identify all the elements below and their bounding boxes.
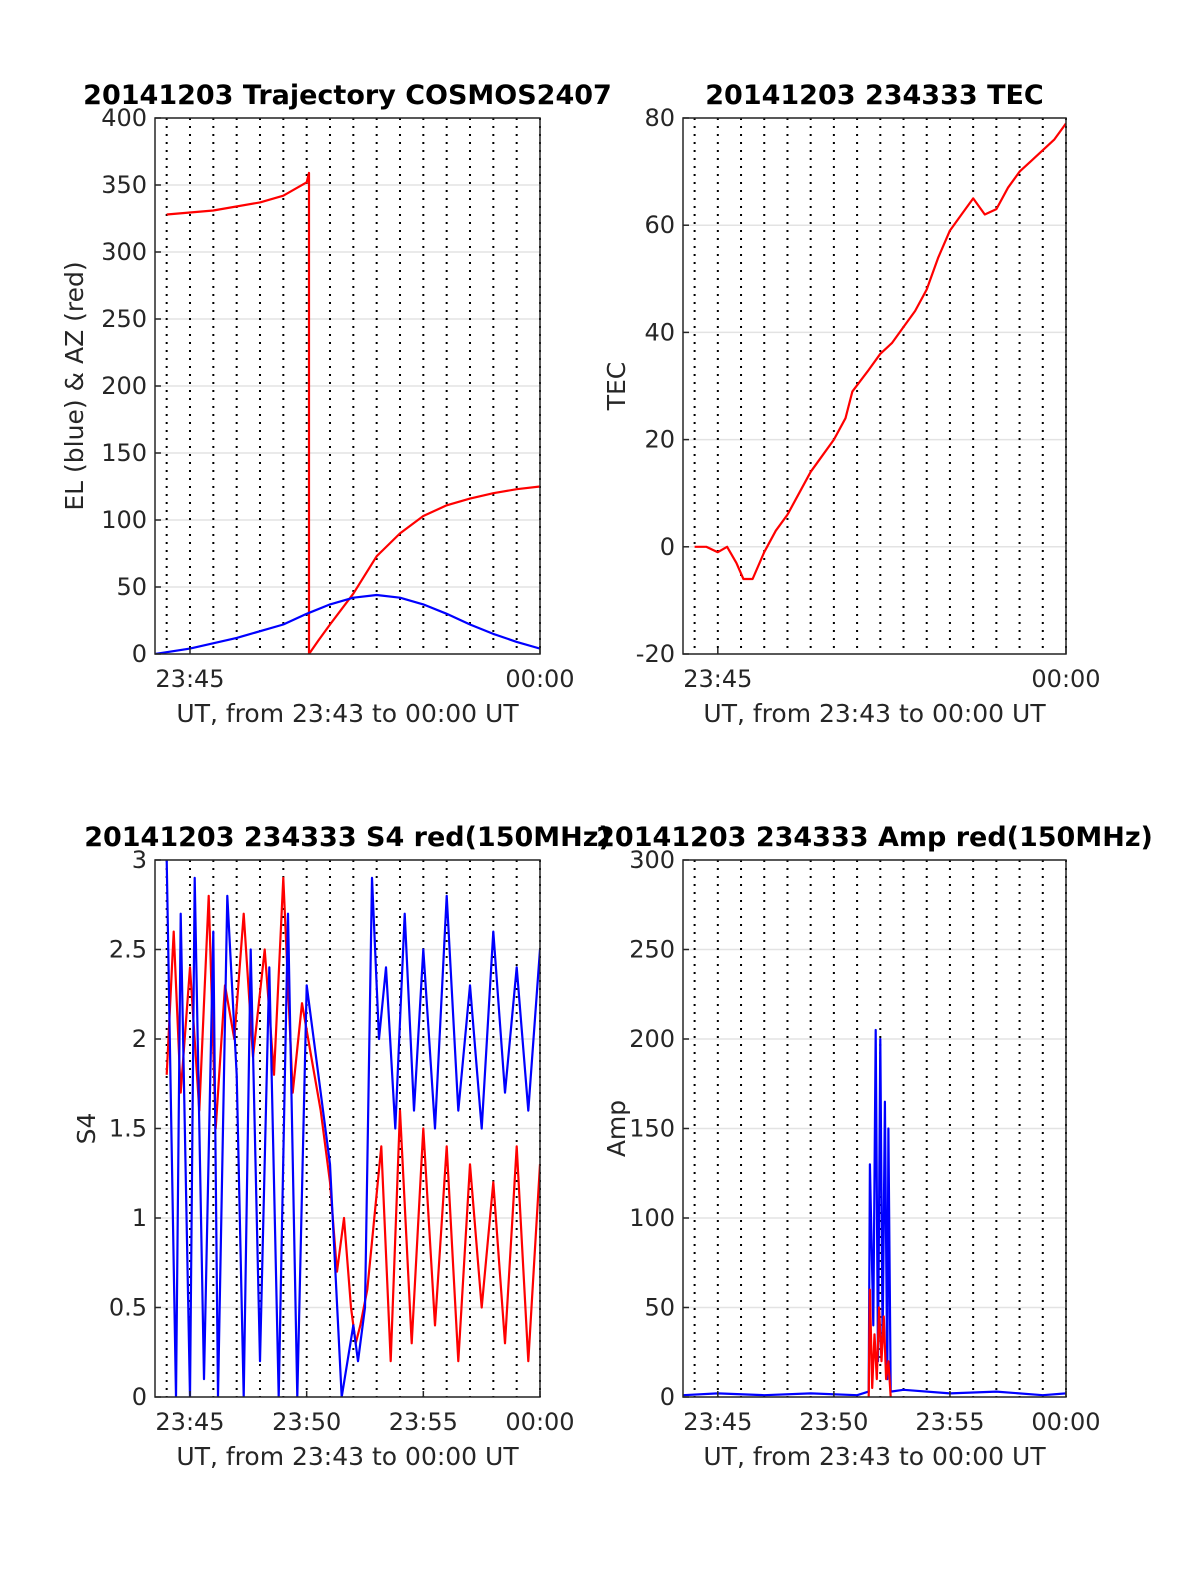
chart-title: 20141203 234333 TEC: [705, 80, 1044, 111]
y-tick-label: 200: [629, 1025, 675, 1053]
series-line-red: [165, 876, 540, 1363]
y-tick-label: 300: [629, 846, 675, 874]
y-tick-label: 0: [660, 533, 675, 561]
x-axis-label: UT, from 23:43 to 00:00 UT: [703, 699, 1046, 728]
chart-title: 20141203 Trajectory COSMOS2407: [83, 80, 612, 111]
y-tick-label: 40: [644, 318, 675, 346]
x-tick-label: 23:55: [389, 1408, 458, 1436]
x-tick-label: 23:50: [272, 1408, 341, 1436]
y-tick-label: 400: [101, 104, 147, 132]
series-line-el-blue-: [155, 593, 540, 654]
x-tick-label: 23:45: [683, 665, 752, 693]
plot-area: [683, 1028, 1066, 1397]
series-line-tec: [694, 122, 1066, 581]
y-tick-label: 2.5: [109, 936, 147, 964]
y-tick-label: 150: [629, 1115, 675, 1143]
y-tick-label: 300: [101, 238, 147, 266]
y-axis-label: EL (blue) & AZ (red): [60, 261, 89, 510]
x-tick-label: 23:50: [799, 1408, 868, 1436]
y-tick-label: 1: [132, 1204, 147, 1232]
x-tick-label: 00:00: [1031, 1408, 1100, 1436]
y-tick-label: 0: [132, 640, 147, 668]
x-axis-label: UT, from 23:43 to 00:00 UT: [176, 1442, 519, 1471]
series-line-blue: [165, 860, 540, 1397]
y-tick-label: -20: [636, 640, 675, 668]
chart-title: 20141203 234333 Amp red(150MHz): [596, 822, 1153, 853]
plot-area: [694, 122, 1066, 581]
y-tick-label: 60: [644, 211, 675, 239]
series-line-az-red-: [166, 171, 540, 654]
y-tick-label: 0: [660, 1383, 675, 1411]
x-tick-label: 23:55: [915, 1408, 984, 1436]
chart-title: 20141203 234333 S4 red(150MHz): [84, 822, 611, 853]
y-tick-label: 50: [644, 1294, 675, 1322]
y-tick-label: 80: [644, 104, 675, 132]
chart-amp: 0 50 100 150 200 250 300 23:45 23:50 23:55 00:00 20…: [596, 822, 1153, 1471]
y-tick-label: 1.5: [109, 1115, 147, 1143]
y-tick-label: 200: [101, 372, 147, 400]
x-tick-label: 23:45: [683, 1408, 752, 1436]
x-axis-label: UT, from 23:43 to 00:00 UT: [703, 1442, 1046, 1471]
y-tick-label: 150: [101, 439, 147, 467]
x-tick-label: 00:00: [505, 1408, 574, 1436]
y-tick-label: 100: [101, 506, 147, 534]
y-tick-label: 20: [644, 426, 675, 454]
y-tick-label: 2: [132, 1025, 147, 1053]
x-tick-label: 00:00: [1031, 665, 1100, 693]
plot-area: [155, 171, 540, 654]
series-line-red: [867, 1288, 892, 1397]
y-axis-label: Amp: [602, 1100, 631, 1157]
chart-tec: -20 0 20 40 60 80 23:45 00:00 20141203 234333 TE…: [602, 80, 1101, 728]
y-tick-label: 250: [101, 305, 147, 333]
axes-frame: [682, 117, 1067, 655]
y-tick-label: 0: [132, 1383, 147, 1411]
y-tick-label: 100: [629, 1204, 675, 1232]
y-tick-label: 250: [629, 936, 675, 964]
y-axis-label: TEC: [602, 362, 631, 412]
series-line-blue: [683, 1028, 1066, 1397]
x-tick-label: 00:00: [505, 665, 574, 693]
plot-area: [165, 860, 540, 1397]
x-tick-label: 23:45: [155, 1408, 224, 1436]
y-tick-label: 350: [101, 171, 147, 199]
x-tick-label: 23:45: [155, 665, 224, 693]
chart-s4: 0 0.5 1 1.5 2 2.5 3 23:45 23:50 23:55 00:00 2014120…: [72, 822, 611, 1471]
y-tick-label: 50: [116, 573, 147, 601]
chart-trajectory: 0 50 100 150 200 250 300 350 400 23:45 00:00 201412…: [60, 80, 612, 728]
y-axis-label: S4: [72, 1113, 101, 1145]
x-axis-label: UT, from 23:43 to 00:00 UT: [176, 699, 519, 728]
y-tick-label: 0.5: [109, 1294, 147, 1322]
y-tick-label: 3: [132, 846, 147, 874]
